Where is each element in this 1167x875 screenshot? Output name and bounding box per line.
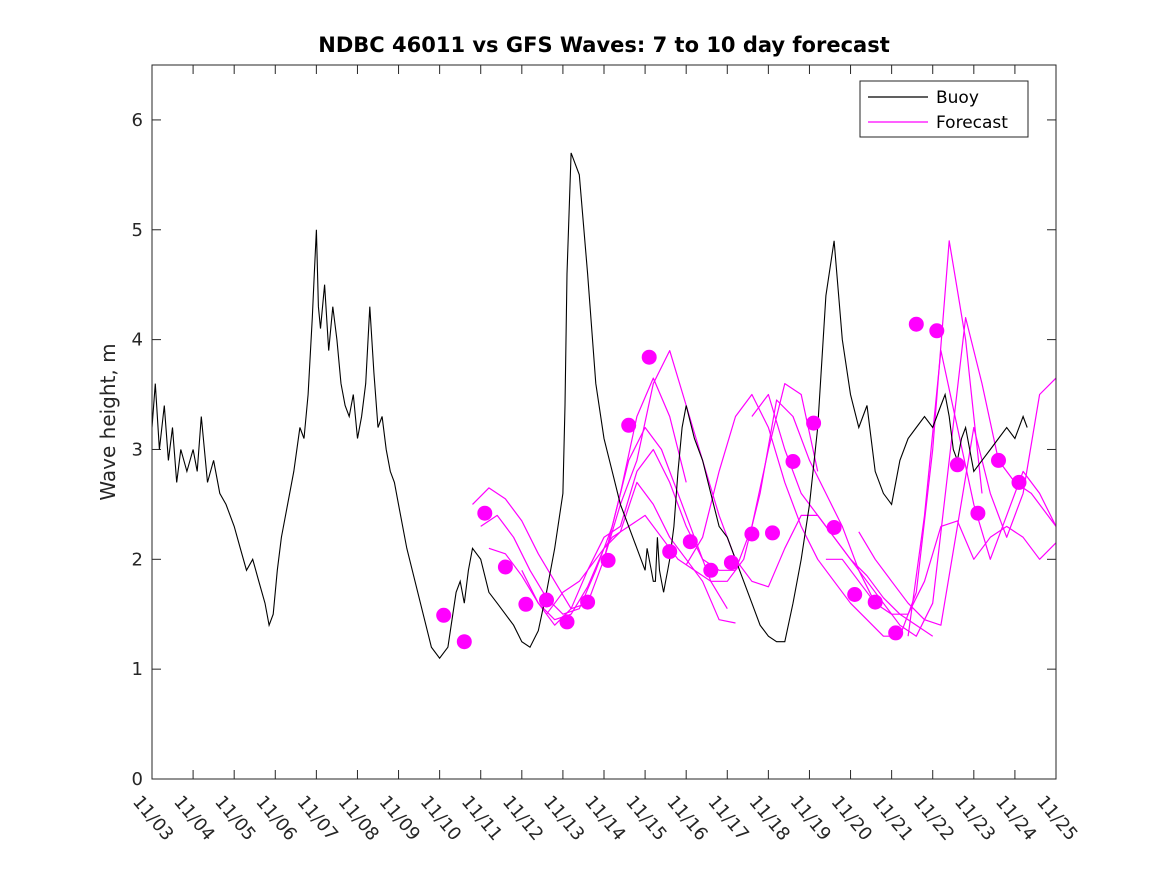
y-tick-label: 5 xyxy=(132,220,143,241)
forecast-marker xyxy=(600,552,616,568)
forecast-marker xyxy=(847,587,863,602)
forecast-series-line xyxy=(685,240,983,637)
forecast-marker xyxy=(806,415,822,431)
forecast-marker xyxy=(559,614,575,630)
forecast-marker xyxy=(991,452,1006,468)
forecast-marker xyxy=(477,505,493,521)
forecast-marker xyxy=(703,562,719,578)
chart-title: NDBC 46011 vs GFS Waves: 7 to 10 day for… xyxy=(318,33,889,57)
forecast-marker xyxy=(1011,474,1027,490)
y-axis-label: Wave height, m xyxy=(96,343,120,500)
forecast-marker xyxy=(723,555,739,571)
y-tick-label: 3 xyxy=(132,439,143,460)
forecast-marker xyxy=(621,417,637,433)
y-tick-label: 1 xyxy=(132,659,143,680)
forecast-marker xyxy=(662,544,678,560)
forecast-marker xyxy=(436,607,452,623)
forecast-marker xyxy=(765,525,780,541)
legend-box xyxy=(859,80,1029,138)
forecast-series-line xyxy=(472,377,687,610)
plot-area xyxy=(152,65,1056,779)
forecast-marker xyxy=(497,559,513,575)
series-clip-group xyxy=(152,152,1056,660)
forecast-marker xyxy=(785,454,801,469)
forecast-marker xyxy=(867,594,883,610)
forecast-series-line xyxy=(907,350,1056,637)
forecast-marker xyxy=(744,526,760,542)
series-layer xyxy=(152,152,1056,660)
forecast-series-line xyxy=(751,317,1056,637)
y-tick-label: 6 xyxy=(132,110,143,131)
forecast-marker xyxy=(641,349,657,365)
y-tick-label: 4 xyxy=(132,330,143,351)
y-tick-label: 2 xyxy=(132,549,143,570)
forecast-marker xyxy=(826,520,842,535)
forecast-series-line xyxy=(858,377,1056,626)
forecast-marker xyxy=(908,316,924,332)
forecast-marker xyxy=(949,457,965,473)
forecast-marker xyxy=(539,592,554,608)
forecast-marker xyxy=(682,534,698,550)
forecast-series-line xyxy=(546,399,876,615)
forecast-series-line xyxy=(825,520,1056,615)
forecast-marker xyxy=(888,625,904,641)
legend: Buoy Forecast xyxy=(859,80,1029,138)
y-tick-label: 0 xyxy=(132,769,143,790)
legend-entry-buoy: Buoy xyxy=(936,88,979,108)
forecast-marker xyxy=(929,323,945,339)
forecast-marker xyxy=(518,596,534,612)
buoy-series-line xyxy=(152,152,1028,660)
forecast-marker xyxy=(456,634,472,650)
legend-entry-forecast: Forecast xyxy=(936,113,1008,133)
forecast-marker xyxy=(580,594,596,610)
forecast-marker xyxy=(970,505,986,521)
plot-border xyxy=(151,64,1057,780)
forecast-series-line xyxy=(603,350,934,637)
